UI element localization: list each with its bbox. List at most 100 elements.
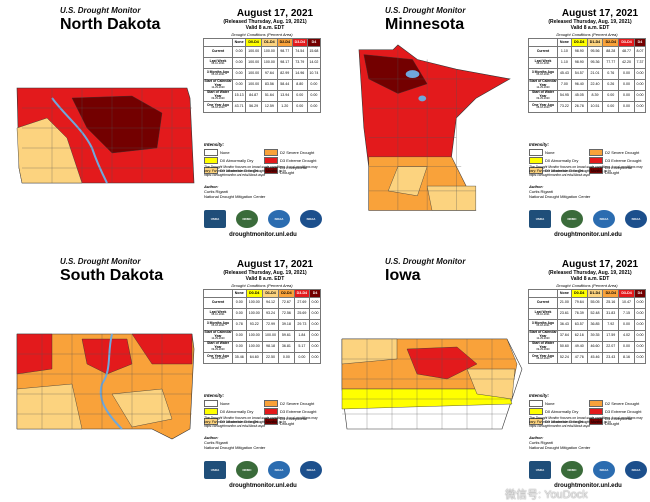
wechat-watermark: 微信号: YouDock xyxy=(505,489,588,501)
table-row: Start of Water Year 09-29-2020 50.60 49.40 4… xyxy=(528,341,647,353)
table-row: Start of Water Year 09-29-2020 15.13 84.87 5… xyxy=(203,90,322,102)
col-d1: D1-D4 xyxy=(260,38,278,47)
conditions-table: Drought Conditions (Percent Area) None D… xyxy=(528,32,647,113)
author-block: Author: Curtis Riganti National Drought … xyxy=(529,184,591,200)
monitor-subtitle: U.S. Drought Monitor xyxy=(60,6,141,15)
report-date: August 17, 2021 xyxy=(561,259,639,270)
table-row: Start of Calendar Year 12-29-2020 7.00 96.4… xyxy=(528,79,647,91)
logo-row: USDA NDMC NOAA NOAA xyxy=(204,460,322,480)
table-row: Last Week 08-10-2021 0.00 100.00 93.24 72.56 2… xyxy=(203,308,321,320)
disclaimer-note: The Drought Monitor focuses on broad-sca… xyxy=(204,416,318,428)
author-block: Author: Curtis Riganti National Drought … xyxy=(204,184,266,200)
logo-row: USDA NDMC NOAA NOAA xyxy=(529,460,647,480)
noaa-logo-icon-2: NOAA xyxy=(625,461,647,479)
conditions-title: Drought Conditions (Percent Area) xyxy=(231,32,293,37)
valid-time: Valid 8 a.m. EDT xyxy=(245,276,285,282)
state-title: North Dakota xyxy=(60,16,161,33)
col-d0: D0-D4 xyxy=(245,38,262,47)
table-row: Start of Water Year 09-29-2020 0.00 100.00 9… xyxy=(203,341,321,353)
author-block: Author: Curtis Riganti National Drought … xyxy=(529,435,591,451)
noaa-logo-icon-2: NOAA xyxy=(300,461,322,479)
table-row: Last Week 08-10-2021 0.00 100.00 100.00 98.17… xyxy=(203,57,322,69)
table-row: Current 1.10 98.90 95.56 88.28 48.77 8.07 xyxy=(528,46,647,58)
source-url[interactable]: droughtmonitor.unl.edu xyxy=(229,483,297,489)
table-row: 3 Months Ago 05-18-2021 0.78 93.22 72.99 39.1… xyxy=(203,319,321,331)
disclaimer-note: The Drought Monitor focuses on broad-sca… xyxy=(529,416,643,428)
state-map-minnesota xyxy=(358,44,511,211)
col-blank xyxy=(203,38,233,47)
conditions-table: Drought Conditions (Percent Area) None D… xyxy=(203,32,322,113)
table-row: Current 0.00 100.00 100.00 98.77 74.54 15.68 xyxy=(203,46,322,58)
table-row: Last Week 08-10-2021 1.10 98.90 95.36 77.77 42… xyxy=(528,57,647,69)
table-row: One Year Ago 08-18-2020 73.22 26.78 10.51 0.0… xyxy=(528,101,647,113)
table-row: Start of Calendar Year 12-29-2020 0.00 100.… xyxy=(203,79,322,91)
noaa-logo-icon: NOAA xyxy=(268,210,290,228)
conditions-table: Drought Conditions (Percent Area) None D… xyxy=(528,283,647,364)
source-url[interactable]: droughtmonitor.unl.edu xyxy=(554,232,622,238)
monitor-subtitle: U.S. Drought Monitor xyxy=(385,257,466,266)
noaa-logo-icon-2: NOAA xyxy=(300,210,322,228)
col-d3: D3-D4 xyxy=(291,38,308,47)
usda-logo-icon: USDA xyxy=(204,210,226,228)
release-note: (Released Thursday, Aug. 19, 2021) xyxy=(548,270,632,276)
monitor-subtitle: U.S. Drought Monitor xyxy=(60,257,141,266)
panel-minnesota: U.S. Drought Monitor Minnesota August 17… xyxy=(325,0,650,250)
intensity-legend: Intensity: None D2 Severe Drought D0 Abn… xyxy=(204,142,322,175)
disclaimer-note: The Drought Monitor focuses on broad-sca… xyxy=(529,165,643,177)
panel-iowa: U.S. Drought Monitor Iowa August 17, 202… xyxy=(325,251,650,501)
noaa-logo-icon: NOAA xyxy=(593,461,615,479)
state-title: South Dakota xyxy=(60,267,164,284)
source-url[interactable]: droughtmonitor.unl.edu xyxy=(554,483,622,489)
table-row: Current 21.00 79.64 55.05 25.16 10.47 0.00 xyxy=(528,297,647,309)
table-row: One Year Ago 08-18-2020 35.46 64.60 22.50 0.0… xyxy=(203,352,321,364)
release-note: (Released Thursday, Aug. 19, 2021) xyxy=(223,19,307,25)
table-row: One Year Ago 08-18-2020 52.24 47.76 45.46 23.… xyxy=(528,352,647,364)
logo-row: USDA NDMC NOAA NOAA xyxy=(529,209,647,229)
source-url[interactable]: droughtmonitor.unl.edu xyxy=(229,232,297,238)
state-title: Minnesota xyxy=(385,16,465,33)
table-row: Start of Water Year 09-29-2020 54.95 45.05 8… xyxy=(528,90,647,102)
usda-logo-icon: USDA xyxy=(529,210,551,228)
table-row: 3 Months Ago 05-18-2021 36.43 63.57 36.85 7.9… xyxy=(528,319,647,331)
release-note: (Released Thursday, Aug. 19, 2021) xyxy=(548,19,632,25)
author-block: Author: Curtis Riganti National Drought … xyxy=(204,435,266,451)
valid-time: Valid 8 a.m. EDT xyxy=(570,25,610,31)
report-date: August 17, 2021 xyxy=(236,259,314,270)
col-d4: D4 xyxy=(306,38,322,47)
intensity-legend: Intensity: None D2 Severe Drought D0 Abn… xyxy=(529,142,642,175)
usda-logo-icon: USDA xyxy=(529,461,551,479)
usda-logo-icon: USDA xyxy=(204,461,226,479)
col-d2: D2-D4 xyxy=(276,38,293,47)
table-row: 3 Months Ago 05-18-2021 0.00 100.00 97.64 82.… xyxy=(203,68,322,80)
state-map-iowa xyxy=(341,338,523,430)
ndmc-logo-icon: NDMC xyxy=(236,461,258,479)
panel-north-dakota: U.S. Drought Monitor North Dakota August… xyxy=(0,0,325,250)
monitor-subtitle: U.S. Drought Monitor xyxy=(385,6,466,15)
logo-row: USDA NDMC NOAA NOAA xyxy=(204,209,322,229)
state-map-south-dakota xyxy=(16,333,195,440)
ndmc-logo-icon: NDMC xyxy=(236,210,258,228)
col-none: None xyxy=(231,38,247,47)
table-row: Current 0.00 100.00 94.12 72.67 27.69 0.00 xyxy=(203,297,321,309)
intensity-legend: Intensity: None D2 Severe Drought D0 Abn… xyxy=(529,393,642,426)
release-note: (Released Thursday, Aug. 19, 2021) xyxy=(223,270,307,276)
noaa-logo-icon: NOAA xyxy=(268,461,290,479)
legend-title: Intensity: xyxy=(204,142,225,147)
state-title: Iowa xyxy=(385,267,421,284)
table-row: Last Week 08-10-2021 23.61 76.39 52.48 31.83 7… xyxy=(528,308,647,320)
disclaimer-note: The Drought Monitor focuses on broad-sca… xyxy=(204,165,318,177)
report-date: August 17, 2021 xyxy=(561,8,639,19)
conditions-table: Drought Conditions (Percent Area) None D… xyxy=(203,283,321,364)
table-row: 3 Months Ago 05-18-2021 45.43 54.57 21.01 0.7… xyxy=(528,68,647,80)
noaa-logo-icon: NOAA xyxy=(593,210,615,228)
ndmc-logo-icon: NDMC xyxy=(561,461,583,479)
valid-time: Valid 8 a.m. EDT xyxy=(245,25,285,31)
valid-time: Valid 8 a.m. EDT xyxy=(570,276,610,282)
noaa-logo-icon-2: NOAA xyxy=(625,210,647,228)
intensity-legend: Intensity: None D2 Severe Drought D0 Abn… xyxy=(204,393,317,426)
table-row: Start of Calendar Year 12-29-2020 0.00 100.… xyxy=(203,330,321,342)
table-row: Start of Calendar Year 12-29-2020 37.64 62.… xyxy=(528,330,647,342)
report-date: August 17, 2021 xyxy=(236,8,314,19)
state-map-north-dakota xyxy=(16,87,195,184)
table-row: One Year Ago 08-18-2020 43.71 56.29 12.59 1.2… xyxy=(203,101,322,113)
